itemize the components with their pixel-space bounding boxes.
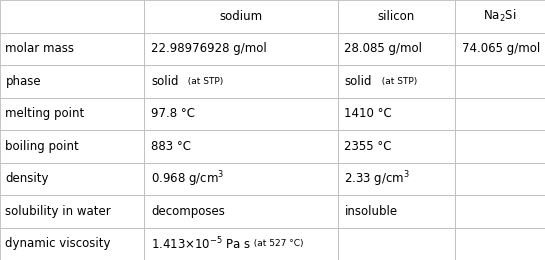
Bar	[455, 0, 545, 32]
Text: decomposes: decomposes	[151, 205, 225, 218]
Bar	[455, 32, 545, 65]
Bar	[338, 228, 455, 260]
Text: molar mass: molar mass	[5, 42, 75, 55]
Bar	[144, 32, 338, 65]
Bar	[338, 130, 455, 162]
Bar	[338, 162, 455, 195]
Bar	[0, 130, 144, 162]
Bar	[455, 195, 545, 228]
Text: 1.413$\times$10$^{-5}$ Pa s: 1.413$\times$10$^{-5}$ Pa s	[151, 236, 251, 252]
Bar	[455, 65, 545, 98]
Bar	[144, 162, 338, 195]
Text: 2355 °C: 2355 °C	[344, 140, 392, 153]
Text: 1410 °C: 1410 °C	[344, 107, 392, 120]
Bar	[0, 32, 144, 65]
Text: (at STP): (at STP)	[186, 77, 223, 86]
Bar	[338, 65, 455, 98]
Bar	[0, 162, 144, 195]
Text: solid: solid	[151, 75, 178, 88]
Bar	[144, 98, 338, 130]
Bar	[0, 228, 144, 260]
Text: Na$_2$Si: Na$_2$Si	[483, 8, 517, 24]
Text: solubility in water: solubility in water	[5, 205, 111, 218]
Text: solid: solid	[344, 75, 372, 88]
Text: 2.33 g/cm$^3$: 2.33 g/cm$^3$	[344, 169, 410, 188]
Text: (at STP): (at STP)	[380, 77, 417, 86]
Text: silicon: silicon	[378, 10, 415, 23]
Text: dynamic viscosity: dynamic viscosity	[5, 237, 111, 250]
Text: (at 527 °C): (at 527 °C)	[252, 239, 303, 248]
Text: 883 °C: 883 °C	[151, 140, 191, 153]
Bar	[0, 98, 144, 130]
Bar	[144, 65, 338, 98]
Bar	[144, 228, 338, 260]
Bar	[455, 130, 545, 162]
Text: melting point: melting point	[5, 107, 84, 120]
Bar	[144, 0, 338, 32]
Text: boiling point: boiling point	[5, 140, 79, 153]
Bar	[455, 162, 545, 195]
Text: phase: phase	[5, 75, 41, 88]
Text: insoluble: insoluble	[344, 205, 397, 218]
Text: density: density	[5, 172, 49, 185]
Bar	[0, 195, 144, 228]
Bar	[338, 195, 455, 228]
Text: 0.968 g/cm$^3$: 0.968 g/cm$^3$	[151, 169, 225, 188]
Bar	[144, 130, 338, 162]
Bar	[0, 0, 144, 32]
Text: 74.065 g/mol: 74.065 g/mol	[462, 42, 540, 55]
Bar	[338, 98, 455, 130]
Bar	[338, 32, 455, 65]
Text: 97.8 °C: 97.8 °C	[151, 107, 195, 120]
Bar	[338, 0, 455, 32]
Bar	[455, 228, 545, 260]
Text: 22.98976928 g/mol: 22.98976928 g/mol	[151, 42, 267, 55]
Bar	[0, 65, 144, 98]
Bar	[144, 195, 338, 228]
Text: sodium: sodium	[220, 10, 263, 23]
Text: 28.085 g/mol: 28.085 g/mol	[344, 42, 422, 55]
Bar	[455, 98, 545, 130]
